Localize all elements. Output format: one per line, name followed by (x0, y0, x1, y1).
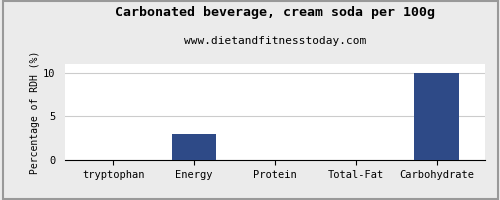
Text: www.dietandfitnesstoday.com: www.dietandfitnesstoday.com (184, 36, 366, 46)
Bar (172, 134, 216, 160)
Bar (414, 73, 459, 160)
Text: Carbonated beverage, cream soda per 100g: Carbonated beverage, cream soda per 100g (115, 6, 435, 19)
Y-axis label: Percentage of RDH (%): Percentage of RDH (%) (30, 50, 40, 174)
